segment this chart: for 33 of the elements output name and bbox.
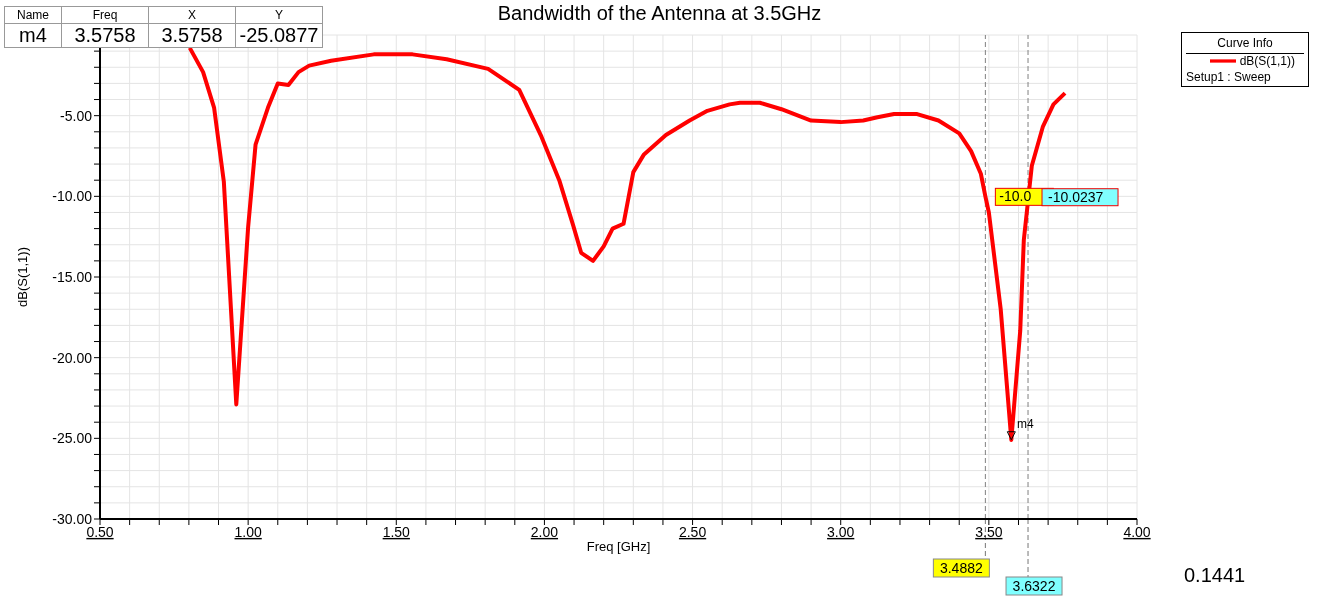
marker-triangle: m4: [1006, 416, 1034, 441]
text: X: [187, 8, 196, 22]
y-axis-title: dB(S(1,1)): [14, 247, 30, 307]
x-tick-label: 3.00: [827, 523, 855, 540]
chart-title: Bandwidth of the Antenna at 3.5GHz: [497, 2, 822, 24]
ref-line-label: 3.6322: [1012, 578, 1056, 594]
y-tick-label: -5.00: [60, 107, 93, 124]
y-tick-label: -15.00: [52, 268, 93, 285]
annotation: 3.5758: [61, 23, 149, 48]
y-tick-label: -10.00: [52, 188, 93, 205]
annotation: 3.5758: [148, 23, 236, 48]
text: Setup1 : Sweep: [1186, 70, 1272, 84]
y-tick-label: -20.00: [52, 349, 93, 366]
x-tick-label: 3.50: [975, 523, 1003, 540]
x-tick-label: 2.50: [678, 523, 707, 540]
y-tick-label: -25.00: [52, 430, 93, 447]
x-tick-label: 2.00: [530, 523, 559, 540]
annotation: m4: [1016, 416, 1034, 431]
text: m4: [19, 24, 47, 46]
x-tick-label: 1.50: [382, 523, 411, 540]
x-tick-label: 1.00: [234, 523, 262, 540]
ref-line-label: 3.4882: [939, 560, 983, 576]
legend-label: dB(S(1,1)): [1239, 54, 1295, 69]
text: Name: [16, 8, 49, 22]
text: Freq: [92, 8, 118, 22]
x-tick-label: 4.00: [1123, 523, 1151, 540]
annotation: -10.0237: [1048, 188, 1104, 205]
annotation: -25.0877: [235, 23, 323, 48]
text: 0.1441: [1184, 564, 1246, 587]
text: Y: [274, 8, 283, 22]
x-axis-title: Freq [GHz]: [586, 539, 651, 554]
legend-title: Curve Info: [1186, 33, 1304, 54]
annotation: -10.0: [999, 188, 1032, 205]
